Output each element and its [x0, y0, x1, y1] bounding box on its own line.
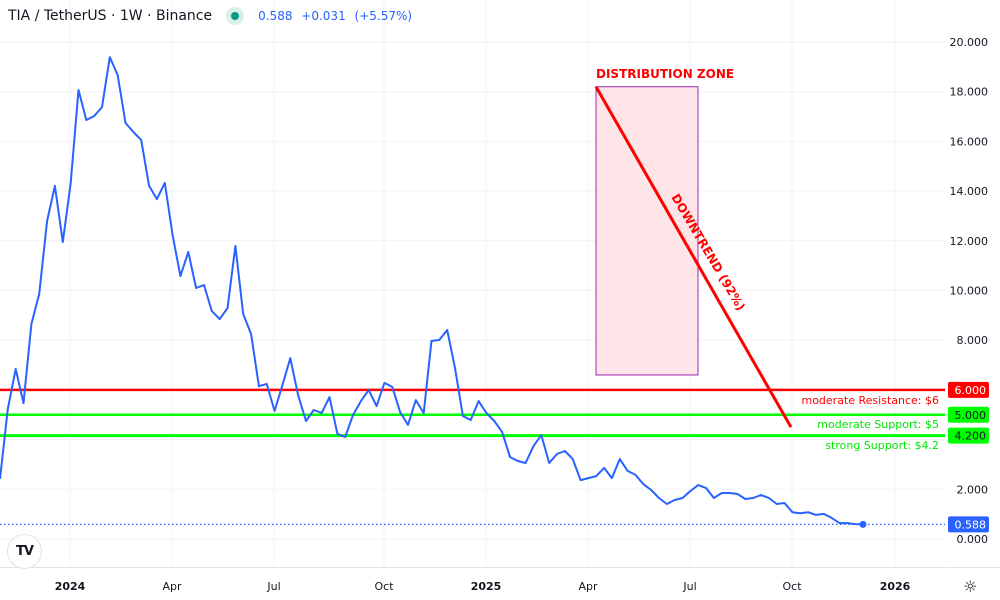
- symbol-title[interactable]: TIA / TetherUS · 1W · Binance: [8, 8, 213, 24]
- support-moderate-label: moderate Support: $5: [817, 418, 939, 431]
- support-strong-price-badge-text: 4.200: [955, 430, 987, 443]
- last-price: 0.588: [258, 9, 293, 23]
- resistance-price-badge: [948, 381, 989, 398]
- tradingview-logo-icon[interactable]: TV: [7, 534, 42, 569]
- support-moderate-price-badge: [948, 406, 989, 423]
- distribution-zone-label: DISTRIBUTION ZONE: [596, 67, 734, 81]
- support-moderate-price-badge-text: 5.000: [955, 409, 987, 422]
- chart-header: TIA / TetherUS · 1W · Binance 0.588 +0.0…: [8, 6, 417, 26]
- support-strong-price-badge: [948, 427, 989, 444]
- y-axis-tick: 18.000: [950, 86, 989, 99]
- resistance-price-badge-text: 6.000: [955, 384, 987, 397]
- x-axis-tick: 2024: [55, 580, 86, 593]
- x-axis-tick: Oct: [374, 580, 394, 593]
- settings-gear-icon[interactable]: ☼: [963, 577, 978, 596]
- price-line[interactable]: [0, 56, 864, 526]
- price-change: +0.031: [301, 9, 346, 23]
- resistance-label: moderate Resistance: $6: [801, 394, 939, 407]
- x-axis-tick: Apr: [162, 580, 182, 593]
- y-axis-tick: 20.000: [950, 36, 989, 49]
- x-axis-tick: Apr: [578, 580, 598, 593]
- x-axis-tick: Oct: [782, 580, 802, 593]
- quote-values: 0.588 +0.031 (+5.57%): [258, 9, 417, 23]
- last-price-marker: [859, 520, 867, 528]
- y-axis-tick: 12.000: [950, 235, 989, 248]
- y-axis-tick: 2.000: [957, 483, 989, 496]
- last-price-badge-text: 0.588: [955, 518, 987, 531]
- distribution-zone-rect[interactable]: [595, 86, 699, 376]
- grid-lines: [0, 0, 945, 567]
- x-axis-tick: Jul: [266, 580, 280, 593]
- price-change-pct: (+5.57%): [354, 9, 413, 23]
- x-axis-tick: 2025: [471, 580, 502, 593]
- x-axis-tick: Jul: [682, 580, 696, 593]
- y-axis-tick: 8.000: [957, 334, 989, 347]
- y-axis-tick: 10.000: [950, 285, 989, 298]
- last-price-badge: [948, 516, 989, 533]
- market-status-icon: [226, 7, 245, 25]
- downtrend-line[interactable]: [594, 85, 793, 428]
- x-axis-tick: 2026: [880, 580, 911, 593]
- support-strong-label: strong Support: $4.2: [825, 439, 939, 452]
- y-axis-tick: 0.000: [957, 533, 989, 546]
- y-axis-tick: 16.000: [950, 135, 989, 148]
- y-axis-tick: 14.000: [950, 185, 989, 198]
